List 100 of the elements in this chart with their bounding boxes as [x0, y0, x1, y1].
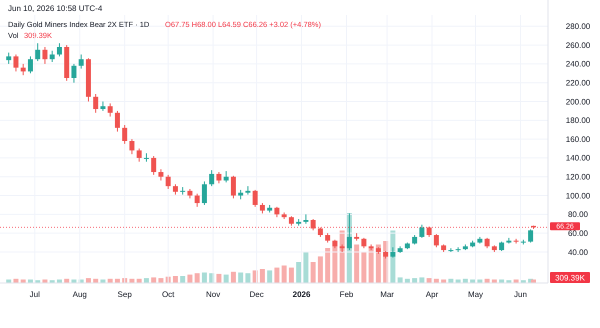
bar — [340, 230, 345, 283]
candlestick — [484, 237, 490, 249]
candlestick — [28, 56, 33, 74]
y-tick-label: 40.00 — [568, 248, 589, 257]
candlestick — [108, 102, 113, 118]
bar — [325, 248, 330, 283]
candlestick — [166, 174, 171, 190]
x-tick-label: 2026 — [292, 290, 311, 299]
y-tick-label: 60.00 — [568, 228, 589, 238]
candlestick — [20, 63, 26, 76]
x-tick-label: Jul — [30, 290, 40, 299]
bar — [194, 273, 200, 283]
candlestick — [50, 50, 55, 63]
candlestick — [288, 216, 294, 226]
candlestick — [202, 180, 207, 206]
bar — [158, 278, 164, 283]
candlestick — [528, 228, 534, 244]
bar — [245, 273, 250, 283]
candlestick — [318, 227, 323, 238]
candlestick — [122, 124, 128, 144]
candlestick — [114, 110, 120, 132]
bar — [303, 252, 308, 283]
bar — [361, 252, 366, 283]
candlestick — [426, 226, 432, 238]
x-tick-label: Jun — [514, 290, 527, 299]
candlestick — [151, 156, 156, 176]
bar — [288, 268, 294, 283]
bar — [412, 278, 418, 283]
x-tick-label: May — [468, 290, 484, 299]
bar — [282, 266, 287, 283]
candlestick — [224, 170, 229, 183]
bar — [238, 272, 244, 283]
candlestick — [93, 93, 98, 114]
y-tick-label: 80.00 — [568, 210, 589, 220]
x-tick-label: Mar — [380, 290, 394, 299]
candlestick — [136, 148, 142, 162]
x-tick-label: Nov — [206, 290, 220, 299]
x-tick-label: Sep — [118, 290, 132, 299]
candlestick — [6, 52, 12, 64]
candlestick — [412, 234, 418, 245]
candlestick — [194, 193, 200, 208]
x-tick-label: Dec — [249, 290, 264, 299]
y-tick-label: 100.00 — [566, 191, 591, 200]
candlestick — [187, 188, 192, 199]
bar — [187, 274, 192, 283]
bar — [144, 278, 149, 283]
bar — [310, 262, 316, 283]
bar — [230, 272, 236, 283]
candlestick — [13, 54, 18, 72]
y-tick-label: 260.00 — [566, 40, 591, 50]
bar — [274, 268, 280, 283]
y-tick-label: 120.00 — [566, 172, 591, 182]
bar — [426, 278, 432, 283]
bar — [224, 274, 229, 283]
candlestick — [129, 138, 134, 155]
candlestick — [100, 101, 106, 112]
candlestick — [419, 224, 424, 238]
y-tick-label: 200.00 — [566, 97, 591, 106]
bar — [180, 276, 186, 283]
candlestick — [260, 202, 265, 214]
candlestick — [71, 63, 76, 84]
bar — [318, 256, 323, 283]
y-tick-label: 180.00 — [566, 116, 591, 126]
candlestick — [158, 168, 164, 181]
bar — [216, 274, 222, 283]
candlestick — [434, 234, 439, 248]
bar — [86, 278, 91, 283]
candlestick — [361, 237, 366, 249]
candlestick — [230, 175, 236, 199]
bar — [202, 272, 207, 283]
candlestick — [310, 218, 316, 231]
candlestick — [238, 189, 244, 200]
candlestick — [35, 42, 40, 62]
text: 309.39K — [555, 273, 586, 282]
candlestick — [303, 214, 308, 224]
bar — [354, 244, 360, 283]
y-tick-label: 280.00 — [566, 22, 591, 32]
x-tick-label: Oct — [162, 290, 176, 299]
candlestick — [42, 46, 48, 64]
bar — [172, 276, 178, 283]
candlestick — [252, 189, 258, 208]
y-tick-label: 240.00 — [566, 60, 591, 69]
candlestick — [78, 54, 84, 70]
y-tick-label: 220.00 — [566, 78, 591, 88]
x-tick-label: Aug — [72, 290, 87, 299]
x-tick-label: Feb — [340, 290, 354, 299]
text: Jun 10, 2026 10:58 UTC-4 — [8, 4, 103, 13]
candlestick — [56, 42, 62, 57]
x-tick-label: Apr — [426, 290, 439, 299]
bar — [296, 262, 302, 283]
candlestick — [390, 246, 396, 258]
candlestick — [499, 241, 504, 252]
bar — [260, 269, 265, 283]
candlestick — [325, 232, 330, 244]
y-tick-label: 140.00 — [566, 154, 591, 163]
candlestick — [172, 184, 178, 196]
candlestick — [216, 172, 222, 184]
bar — [267, 270, 272, 283]
candlestick — [274, 206, 280, 218]
y-tick-label: 160.00 — [566, 134, 591, 144]
